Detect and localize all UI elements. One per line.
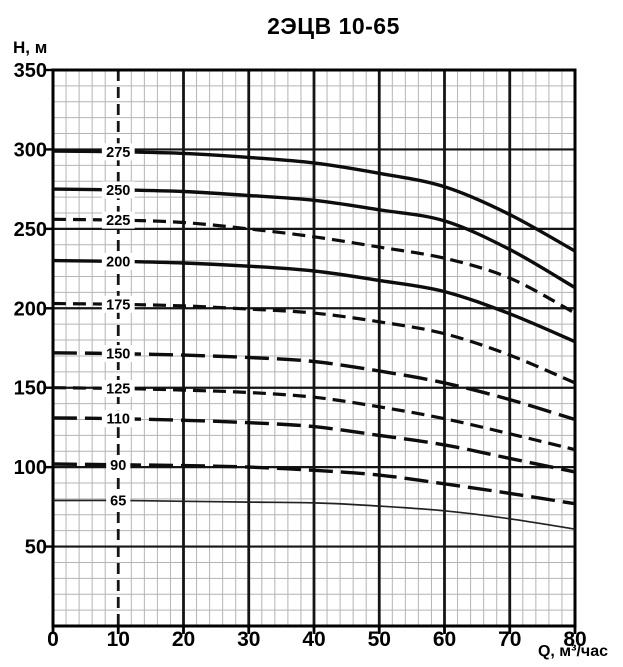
x-tick-label: 40: [302, 628, 325, 651]
y-tick-label: 350: [14, 60, 47, 82]
curve-label-65: 65: [110, 494, 126, 510]
curve-label-bg-150: [101, 345, 135, 363]
curve-label-90: 90: [110, 458, 126, 474]
curve-225: [52, 217, 576, 315]
x-tick-label: 20: [172, 628, 195, 651]
curve-200: [52, 258, 576, 344]
x-tick-label: 30: [237, 628, 260, 651]
x-axis-title: Q, м³/час: [537, 643, 608, 660]
curve-110: [52, 416, 576, 474]
x-tick-label: 0: [47, 628, 59, 651]
y-tick-label: 300: [14, 139, 47, 161]
curve-label-bg-275: [101, 143, 135, 161]
y-tick-label: 150: [14, 378, 47, 400]
y-tick-label: 200: [14, 298, 47, 320]
y-axis-title: Н, м: [13, 38, 48, 57]
curve-label-bg-65: [106, 492, 131, 510]
x-tick-label: 10: [107, 628, 130, 651]
y-tick-label: 100: [14, 457, 47, 479]
curve-150: [52, 351, 576, 422]
curve-label-225: 225: [106, 213, 130, 229]
curve-label-bg-125: [101, 380, 135, 398]
curve-label-bg-225: [101, 211, 135, 229]
curve-label-bg-250: [101, 181, 135, 199]
x-tick-label: 80: [563, 628, 586, 651]
curve-label-250: 250: [106, 183, 130, 199]
curve-label-125: 125: [106, 382, 130, 398]
curve-275: [52, 149, 576, 253]
curve-175: [52, 301, 576, 385]
curve-label-bg-175: [101, 295, 135, 313]
curve-250: [52, 187, 576, 290]
curve-label-bg-200: [101, 252, 135, 270]
curve-90: [52, 462, 576, 506]
curve-65: [52, 499, 576, 530]
y-tick-label: 250: [14, 219, 47, 241]
curve-label-275: 275: [106, 145, 130, 161]
curve-125: [52, 386, 576, 452]
curve-label-200: 200: [106, 254, 130, 270]
x-tick-label: 70: [498, 628, 521, 651]
curve-label-110: 110: [107, 412, 130, 428]
chart-title: 2ЭЦВ 10-65: [267, 13, 400, 39]
curve-label-bg-90: [106, 456, 131, 474]
x-tick-label: 60: [433, 628, 456, 651]
curve-label-150: 150: [106, 347, 130, 363]
curve-label-175: 175: [106, 297, 130, 313]
y-tick-label: 50: [25, 537, 47, 559]
x-tick-label: 50: [368, 628, 391, 651]
curve-label-bg-110: [101, 410, 135, 428]
